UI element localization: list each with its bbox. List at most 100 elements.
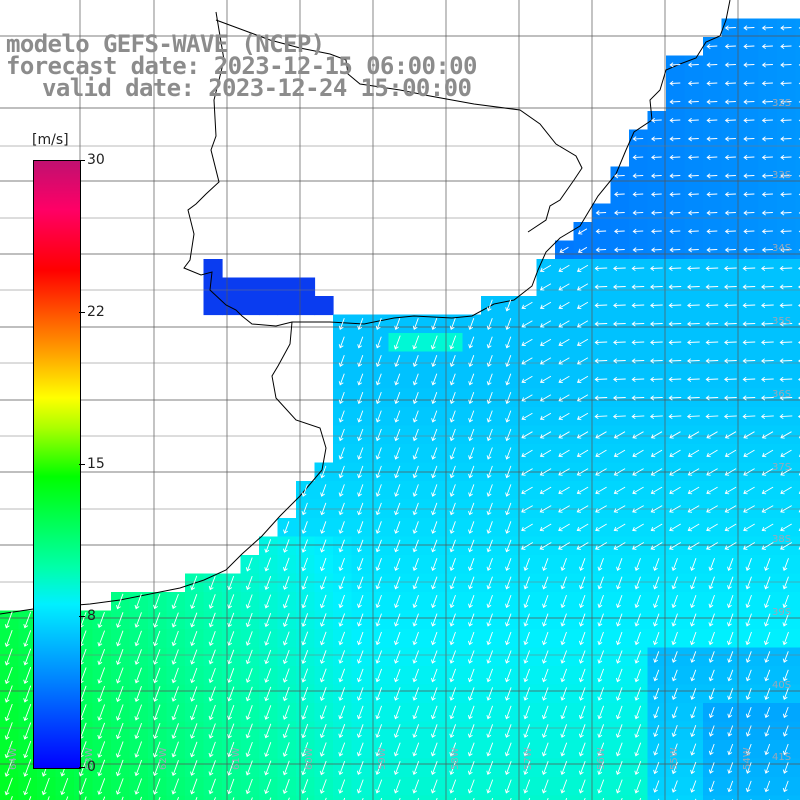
wind-arrow (780, 25, 792, 31)
coast-uruguay (183, 0, 731, 327)
wind-arrow (190, 778, 198, 795)
wind-arrow (595, 523, 607, 532)
wind-arrow (23, 667, 32, 684)
wind-arrow (486, 428, 493, 442)
wind-arrow (761, 486, 774, 495)
wind-arrow (742, 265, 756, 271)
wind-arrow (669, 431, 681, 439)
wind-arrow (393, 779, 401, 794)
wind-cell (536, 795, 556, 800)
wind-arrow (504, 724, 512, 738)
wind-arrow (319, 613, 327, 627)
wind-arrow (671, 724, 678, 738)
wind-arrow (393, 742, 401, 757)
wind-arrow (190, 630, 198, 647)
wind-arrow (338, 594, 345, 609)
wind-arrow (505, 539, 512, 553)
wind-arrow (616, 558, 623, 572)
wind-arrow (152, 759, 161, 777)
wind-arrow (727, 725, 734, 737)
wind-arrow (631, 413, 645, 419)
wind-arrow (486, 576, 493, 590)
wind-arrow (115, 759, 124, 777)
wind-arrow (631, 358, 645, 364)
wind-arrow (539, 505, 552, 513)
wind-arrow (227, 668, 235, 684)
wind-arrow (576, 542, 589, 550)
wind-arrow (687, 210, 699, 216)
wind-arrow (505, 299, 512, 312)
wind-arrow (634, 613, 641, 627)
wind-arrow (301, 686, 309, 702)
wind-arrow (727, 558, 734, 572)
wind-arrow (651, 136, 662, 142)
wind-arrow (652, 613, 660, 627)
wind-arrow (669, 449, 681, 458)
wind-arrow (724, 302, 737, 308)
wind-cell (277, 296, 297, 316)
wind-arrow (23, 685, 32, 703)
wind-arrow (742, 339, 756, 345)
wind-arrow (521, 394, 533, 402)
wind-arrow (687, 449, 700, 458)
wind-arrow (669, 80, 681, 86)
wind-arrow (468, 521, 475, 534)
wind-arrow (576, 357, 589, 365)
wind-arrow (745, 780, 752, 793)
wind-arrow (539, 394, 552, 402)
longitude-label: 61W (231, 747, 242, 770)
wind-arrow (356, 779, 364, 794)
wind-arrow (375, 687, 383, 701)
wind-arrow (4, 777, 13, 796)
wind-arrow (541, 668, 549, 683)
wind-arrow (780, 43, 792, 49)
wind-arrow (726, 613, 734, 627)
wind-arrow (594, 358, 608, 364)
wind-arrow (651, 228, 662, 234)
wind-arrow (60, 777, 69, 796)
wind-arrow (338, 521, 345, 534)
wind-arrow (10, 796, 13, 800)
wind-arrow (521, 523, 533, 532)
wind-arrow (576, 264, 589, 273)
wind-arrow (597, 668, 605, 683)
wind-arrow (708, 706, 715, 719)
wind-arrow (431, 428, 438, 442)
wind-arrow (706, 80, 718, 86)
wind-arrow (468, 410, 475, 423)
wind-arrow (357, 502, 364, 516)
wind-cell (388, 795, 408, 800)
wind-arrow (615, 668, 623, 683)
wind-arrow (505, 373, 512, 386)
wind-arrow (669, 191, 681, 197)
wind-arrow (190, 704, 198, 721)
wind-arrow (724, 191, 736, 197)
wind-arrow (4, 648, 13, 666)
wind-cell (795, 296, 800, 316)
wind-arrow (632, 173, 644, 179)
wind-arrow (724, 99, 736, 105)
colorbar-unit: [m/s] (32, 132, 69, 148)
wind-arrow (356, 742, 364, 757)
wind-arrow (393, 650, 401, 664)
wind-arrow (66, 796, 69, 800)
wind-arrow (616, 594, 623, 609)
wind-cell (795, 518, 800, 538)
wind-arrow (631, 376, 645, 382)
wind-arrow (208, 631, 216, 647)
wind-arrow (412, 484, 419, 497)
wind-arrow (282, 723, 290, 739)
wind-cell (795, 55, 800, 75)
wind-arrow (576, 412, 589, 421)
wind-arrow (706, 210, 718, 216)
wind-arrow (780, 62, 792, 68)
wind-arrow (338, 465, 345, 479)
wind-arrow (486, 465, 493, 479)
wind-arrow (245, 778, 253, 795)
wind-arrow (653, 669, 660, 682)
wind-arrow (301, 650, 309, 665)
wind-arrow (539, 375, 552, 384)
wind-arrow (134, 741, 143, 758)
wind-cell (499, 795, 519, 800)
wind-arrow (504, 687, 512, 701)
